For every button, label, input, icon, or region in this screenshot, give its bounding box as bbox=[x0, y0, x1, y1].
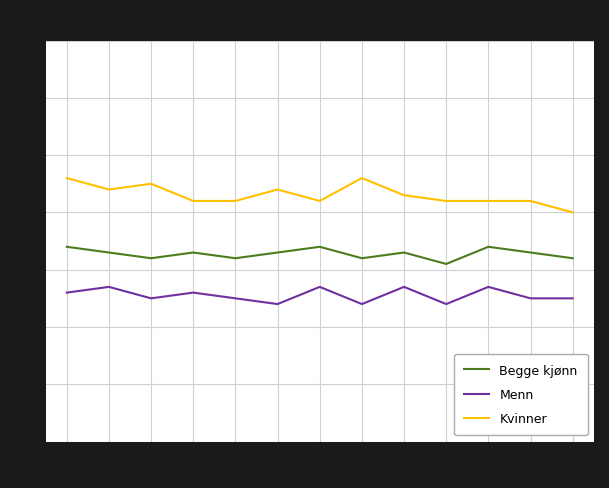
Kvinner bbox=[274, 187, 281, 193]
Line: Kvinner: Kvinner bbox=[67, 179, 572, 213]
Begge kjønn bbox=[527, 250, 534, 256]
Menn bbox=[189, 290, 197, 296]
Begge kjønn bbox=[274, 250, 281, 256]
Begge kjønn bbox=[400, 250, 407, 256]
Kvinner bbox=[105, 187, 113, 193]
Kvinner bbox=[316, 199, 323, 204]
Menn bbox=[569, 296, 576, 302]
Menn bbox=[400, 285, 407, 290]
Begge kjønn bbox=[569, 256, 576, 262]
Kvinner bbox=[569, 210, 576, 216]
Begge kjønn bbox=[105, 250, 113, 256]
Kvinner bbox=[443, 199, 450, 204]
Begge kjønn bbox=[147, 256, 155, 262]
Kvinner bbox=[358, 176, 365, 182]
Begge kjønn bbox=[232, 256, 239, 262]
Begge kjønn bbox=[189, 250, 197, 256]
Menn bbox=[316, 285, 323, 290]
Menn bbox=[274, 302, 281, 307]
Kvinner bbox=[63, 176, 71, 182]
Line: Menn: Menn bbox=[67, 287, 572, 305]
Menn bbox=[485, 285, 492, 290]
Begge kjønn bbox=[485, 244, 492, 250]
Menn bbox=[63, 290, 71, 296]
Menn bbox=[232, 296, 239, 302]
Legend: Begge kjønn, Menn, Kvinner: Begge kjønn, Menn, Kvinner bbox=[454, 354, 588, 435]
Kvinner bbox=[189, 199, 197, 204]
Begge kjønn bbox=[63, 244, 71, 250]
Kvinner bbox=[485, 199, 492, 204]
Menn bbox=[147, 296, 155, 302]
Menn bbox=[105, 285, 113, 290]
Kvinner bbox=[527, 199, 534, 204]
Begge kjønn bbox=[316, 244, 323, 250]
Menn bbox=[443, 302, 450, 307]
Kvinner bbox=[147, 182, 155, 187]
Kvinner bbox=[400, 193, 407, 199]
Menn bbox=[527, 296, 534, 302]
Kvinner bbox=[232, 199, 239, 204]
Menn bbox=[358, 302, 365, 307]
Begge kjønn bbox=[443, 262, 450, 267]
Begge kjønn bbox=[358, 256, 365, 262]
Line: Begge kjønn: Begge kjønn bbox=[67, 247, 572, 264]
